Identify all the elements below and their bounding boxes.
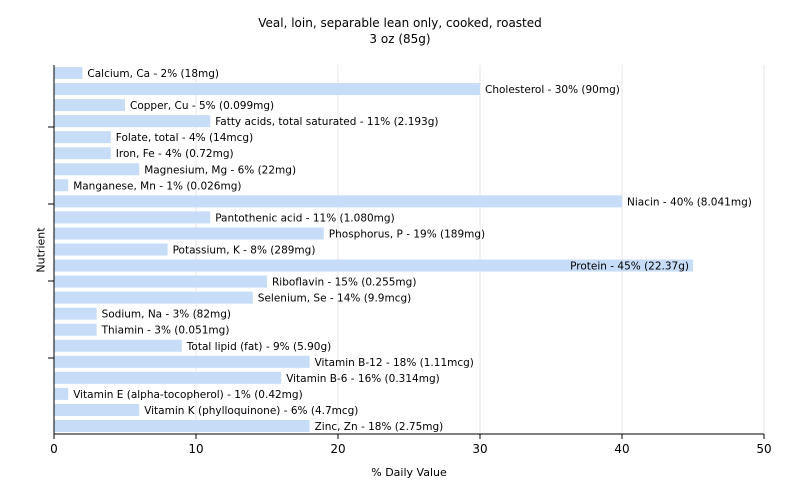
bar-label: Folate, total - 4% (14mcg) [116,132,253,144]
bar [54,147,111,160]
chart-subtitle: 3 oz (85g) [369,32,431,46]
x-tick-label: 40 [614,442,629,456]
bar [54,339,182,352]
chart-title: Veal, loin, separable lean only, cooked,… [258,16,542,30]
x-tick-label: 10 [188,442,203,456]
bar-label: Protein - 45% (22.37g) [570,261,689,273]
bar-label: Selenium, Se - 14% (9.9mcg) [258,293,411,305]
bar [54,131,111,144]
bar [54,419,310,432]
bar-label: Potassium, K - 8% (289mg) [173,245,316,257]
bar [54,179,69,192]
bar [54,83,480,96]
bar-label: Vitamin K (phylloquinone) - 6% (4.7mcg) [144,405,358,417]
bar [54,211,211,224]
bar-label: Sodium, Na - 3% (82mg) [102,309,231,321]
bar [54,403,140,416]
y-axis-label: Nutrient [34,227,48,273]
bar-label: Manganese, Mn - 1% (0.026mg) [73,180,241,192]
bar [54,323,97,336]
bar-label: Vitamin B-6 - 16% (0.314mg) [286,373,440,385]
bar-label: Fatty acids, total saturated - 11% (2.19… [215,116,438,128]
bar [54,67,83,80]
bar [54,115,211,128]
bar-label: Zinc, Zn - 18% (2.75mg) [315,421,444,433]
bar-label: Magnesium, Mg - 6% (22mg) [144,164,296,176]
x-tick-label: 20 [330,442,345,456]
bar [54,227,324,240]
bar [54,275,267,288]
bar-label: Pantothenic acid - 11% (1.080mg) [215,212,394,224]
bar-label: Riboflavin - 15% (0.255mg) [272,277,416,289]
x-axis-label: % Daily Value [371,466,447,479]
bar-label: Niacin - 40% (8.041mg) [627,196,752,208]
bar-label: Vitamin B-12 - 18% (1.11mcg) [315,357,474,369]
bar-label: Vitamin E (alpha-tocopherol) - 1% (0.42m… [73,389,303,401]
bar-label: Total lipid (fat) - 9% (5.90g) [186,341,331,353]
bar [54,371,282,384]
bar [54,99,125,112]
bar [54,243,168,256]
bar [54,355,310,368]
bar-label: Calcium, Ca - 2% (18mg) [87,68,219,80]
bar [54,291,253,304]
bar-label: Iron, Fe - 4% (0.72mg) [116,148,234,160]
bar [54,259,693,272]
bar-label: Copper, Cu - 5% (0.099mg) [130,100,274,112]
bar [54,195,622,208]
bar [54,163,140,176]
bar-label: Cholesterol - 30% (90mg) [485,84,620,96]
bar-label: Phosphorus, P - 19% (189mg) [329,228,485,240]
x-tick-label: 30 [472,442,487,456]
bar [54,387,69,400]
bar-label: Thiamin - 3% (0.051mg) [101,325,230,337]
x-tick-label: 0 [50,442,58,456]
bar [54,307,97,320]
x-tick-label: 50 [756,442,771,456]
